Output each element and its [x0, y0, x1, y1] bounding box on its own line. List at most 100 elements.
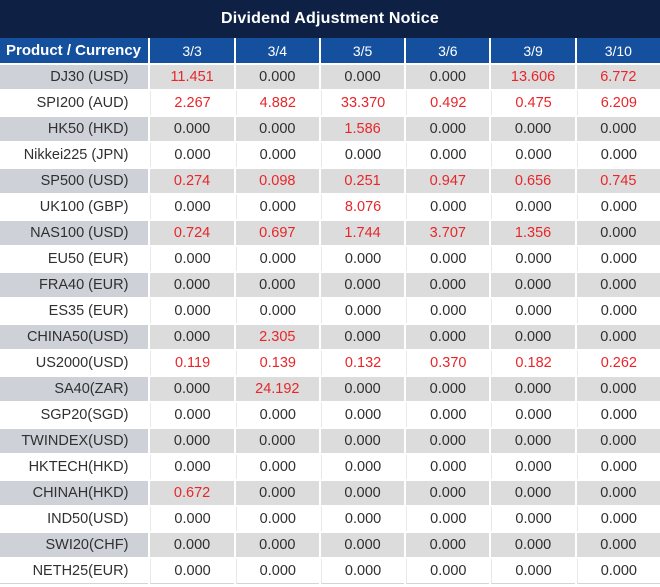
value-cell: 0.492 — [406, 91, 490, 115]
header-row: Product / Currency 3/3 3/4 3/5 3/6 3/9 3/10 — [0, 38, 660, 63]
value-cell: 0.000 — [150, 325, 234, 349]
product-cell: NETH25(EUR) — [0, 559, 149, 584]
table-body: DJ30 (USD) 11.451 0.000 0.000 0.000 13.606 6.7… — [0, 65, 660, 584]
product-cell: HK50 (HKD) — [0, 117, 149, 141]
value-cell: 0.000 — [406, 377, 490, 401]
value-cell: 0.098 — [235, 169, 319, 193]
value-cell: 0.119 — [150, 351, 234, 375]
value-cell: 0.000 — [320, 143, 405, 167]
value-cell: 0.182 — [491, 351, 575, 375]
table-row: HKTECH(HKD) 0.000 0.000 0.000 0.000 0.000 0.00… — [0, 455, 660, 479]
value-cell: 0.000 — [235, 559, 319, 584]
value-cell: 0.000 — [576, 507, 660, 531]
value-cell: 0.724 — [150, 221, 234, 245]
value-cell: 0.000 — [150, 143, 234, 167]
date-header: 3/4 — [235, 38, 319, 63]
value-cell: 0.000 — [576, 117, 660, 141]
value-cell: 0.000 — [150, 247, 234, 271]
value-cell: 0.000 — [406, 481, 490, 505]
value-cell: 0.000 — [320, 507, 405, 531]
value-cell: 0.000 — [235, 143, 319, 167]
value-cell: 0.000 — [320, 429, 405, 453]
value-cell: 3.707 — [406, 221, 490, 245]
value-cell: 0.000 — [576, 221, 660, 245]
value-cell: 13.606 — [491, 65, 575, 89]
product-cell: ES35 (EUR) — [0, 299, 149, 323]
value-cell: 0.000 — [406, 273, 490, 297]
date-header: 3/6 — [406, 38, 490, 63]
value-cell: 0.132 — [320, 351, 405, 375]
value-cell: 0.251 — [320, 169, 405, 193]
value-cell: 1.744 — [320, 221, 405, 245]
value-cell: 0.000 — [491, 195, 575, 219]
value-cell: 11.451 — [150, 65, 234, 89]
value-cell: 0.000 — [235, 195, 319, 219]
value-cell: 0.000 — [150, 429, 234, 453]
value-cell: 0.672 — [150, 481, 234, 505]
value-cell: 0.000 — [406, 65, 490, 89]
table-row: EU50 (EUR) 0.000 0.000 0.000 0.000 0.000 0.000 — [0, 247, 660, 271]
value-cell: 0.000 — [150, 117, 234, 141]
product-cell: SA40(ZAR) — [0, 377, 149, 401]
date-header: 3/9 — [491, 38, 575, 63]
product-cell: UK100 (GBP) — [0, 195, 149, 219]
value-cell: 0.000 — [320, 377, 405, 401]
product-cell: SP500 (USD) — [0, 169, 149, 193]
value-cell: 0.000 — [320, 65, 405, 89]
product-cell: CHINAH(HKD) — [0, 481, 149, 505]
value-cell: 0.000 — [235, 117, 319, 141]
table-row: US2000(USD) 0.119 0.139 0.132 0.370 0.182 0.26… — [0, 351, 660, 375]
value-cell: 0.947 — [406, 169, 490, 193]
table-row: NAS100 (USD) 0.724 0.697 1.744 3.707 1.356 0.0… — [0, 221, 660, 245]
value-cell: 0.000 — [576, 403, 660, 427]
table-row: NETH25(EUR) 0.000 0.000 0.000 0.000 0.000 0.00… — [0, 559, 660, 584]
value-cell: 0.000 — [491, 429, 575, 453]
value-cell: 0.000 — [406, 195, 490, 219]
value-cell: 0.000 — [150, 403, 234, 427]
value-cell: 33.370 — [320, 91, 405, 115]
value-cell: 0.000 — [406, 559, 490, 584]
value-cell: 6.209 — [576, 91, 660, 115]
page-title: Dividend Adjustment Notice — [0, 0, 660, 38]
value-cell: 0.000 — [406, 247, 490, 271]
table-row: Nikkei225 (JPN) 0.000 0.000 0.000 0.000 0.000… — [0, 143, 660, 167]
product-cell: EU50 (EUR) — [0, 247, 149, 271]
value-cell: 4.882 — [235, 91, 319, 115]
value-cell: 0.274 — [150, 169, 234, 193]
date-header: 3/3 — [150, 38, 234, 63]
value-cell: 6.772 — [576, 65, 660, 89]
value-cell: 0.000 — [491, 143, 575, 167]
table-row: FRA40 (EUR) 0.000 0.000 0.000 0.000 0.000 0.00… — [0, 273, 660, 297]
value-cell: 0.262 — [576, 351, 660, 375]
product-cell: CHINA50(USD) — [0, 325, 149, 349]
value-cell: 0.000 — [235, 299, 319, 323]
value-cell: 0.000 — [150, 299, 234, 323]
value-cell: 0.000 — [491, 533, 575, 557]
value-cell: 0.000 — [576, 325, 660, 349]
value-cell: 0.000 — [576, 455, 660, 479]
value-cell: 0.000 — [491, 481, 575, 505]
table-row: HK50 (HKD) 0.000 0.000 1.586 0.000 0.000 0.000 — [0, 117, 660, 141]
value-cell: 0.000 — [150, 195, 234, 219]
date-header: 3/10 — [576, 38, 660, 63]
value-cell: 0.000 — [576, 533, 660, 557]
table-row: IND50(USD) 0.000 0.000 0.000 0.000 0.000 0.000 — [0, 507, 660, 531]
table-row: SP500 (USD) 0.274 0.098 0.251 0.947 0.656 0.74… — [0, 169, 660, 193]
table-row: CHINAH(HKD) 0.672 0.000 0.000 0.000 0.000 0.00… — [0, 481, 660, 505]
value-cell: 0.697 — [235, 221, 319, 245]
value-cell: 0.000 — [150, 273, 234, 297]
value-cell: 0.000 — [235, 533, 319, 557]
value-cell: 0.000 — [235, 507, 319, 531]
value-cell: 0.000 — [491, 273, 575, 297]
table-row: DJ30 (USD) 11.451 0.000 0.000 0.000 13.606 6.7… — [0, 65, 660, 89]
product-cell: TWINDEX(USD) — [0, 429, 149, 453]
value-cell: 0.000 — [320, 533, 405, 557]
value-cell: 0.000 — [406, 429, 490, 453]
product-cell: SPI200 (AUD) — [0, 91, 149, 115]
product-cell: DJ30 (USD) — [0, 65, 149, 89]
value-cell: 0.000 — [320, 325, 405, 349]
product-cell: FRA40 (EUR) — [0, 273, 149, 297]
product-cell: Nikkei225 (JPN) — [0, 143, 149, 167]
value-cell: 0.000 — [235, 65, 319, 89]
